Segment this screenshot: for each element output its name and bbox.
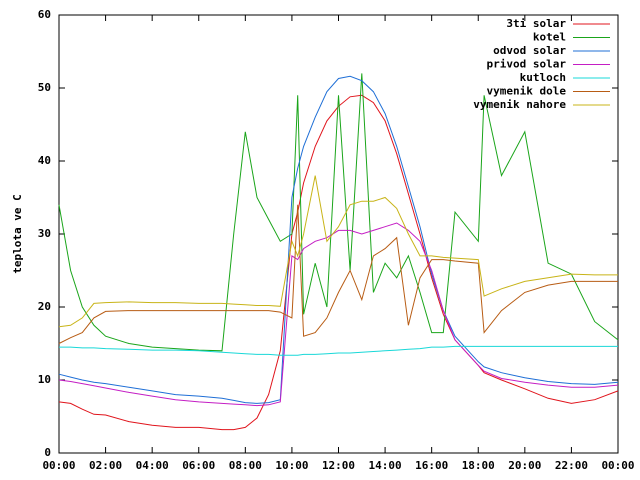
y-tick-label: 40 — [38, 154, 51, 167]
legend-label: kutloch — [520, 71, 566, 84]
legend-label: 3ti solar — [506, 17, 566, 30]
x-tick-label: 00:00 — [42, 459, 75, 472]
legend-label: vymenik dole — [487, 85, 567, 98]
legend-label: privod solar — [487, 58, 567, 71]
x-tick-label: 12:00 — [322, 459, 355, 472]
x-tick-label: 10:00 — [275, 459, 308, 472]
x-tick-label: 18:00 — [462, 459, 495, 472]
series-line — [58, 204, 618, 344]
series-line — [58, 94, 619, 431]
x-tick-label: 06:00 — [182, 459, 215, 472]
x-tick-label: 14:00 — [369, 459, 402, 472]
y-axis-label: teplota ve C — [11, 194, 24, 273]
x-tick-label: 02:00 — [89, 459, 122, 472]
series-line — [58, 175, 618, 328]
y-tick-label: 20 — [38, 300, 51, 313]
x-tick-label: 00:00 — [601, 459, 634, 472]
x-tick-label: 16:00 — [415, 459, 448, 472]
series-line — [59, 345, 618, 356]
legend-label: odvod solar — [493, 44, 566, 57]
legend-label: kotel — [533, 31, 566, 44]
x-tick-label: 08:00 — [229, 459, 262, 472]
legend-label: vymenik nahore — [473, 98, 566, 111]
series-line — [58, 75, 619, 404]
y-tick-label: 60 — [38, 8, 51, 21]
series-line — [58, 73, 619, 352]
y-tick-label: 30 — [38, 227, 51, 240]
x-tick-label: 04:00 — [136, 459, 169, 472]
series-line — [58, 222, 619, 407]
x-tick-label: 22:00 — [555, 459, 588, 472]
y-tick-label: 50 — [38, 81, 51, 94]
x-tick-label: 20:00 — [508, 459, 541, 472]
y-tick-label: 10 — [38, 373, 51, 386]
y-tick-label: 0 — [44, 446, 51, 459]
